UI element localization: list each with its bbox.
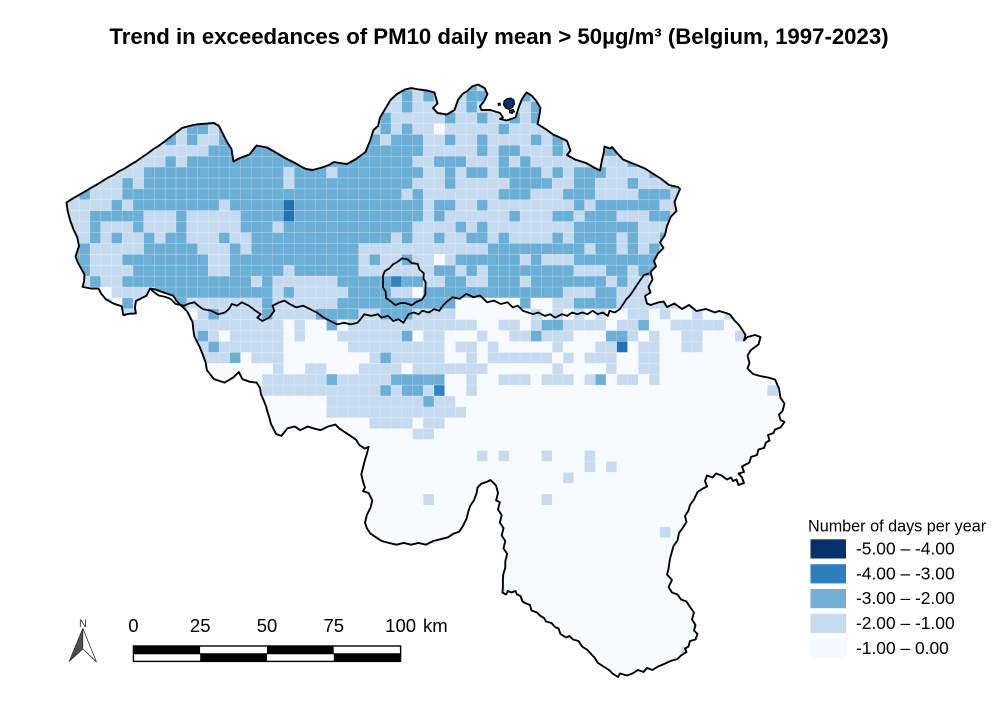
svg-text:Number of days per year: Number of days per year: [808, 518, 987, 536]
svg-text:Trend in exceedances of PM10 d: Trend in exceedances of PM10 daily mean …: [109, 24, 888, 49]
svg-text:50: 50: [257, 615, 278, 636]
svg-text:-4.00 – -3.00: -4.00 – -3.00: [856, 563, 955, 583]
svg-text:km: km: [423, 615, 448, 636]
svg-text:75: 75: [324, 615, 345, 636]
svg-text:-2.00 – -1.00: -2.00 – -1.00: [856, 613, 955, 633]
svg-text:-5.00 – -4.00: -5.00 – -4.00: [856, 539, 955, 559]
svg-text:0: 0: [128, 615, 138, 636]
svg-text:25: 25: [190, 615, 211, 636]
svg-text:-1.00 – 0.00: -1.00 – 0.00: [856, 638, 949, 658]
svg-text:100: 100: [385, 615, 416, 636]
svg-text:-3.00 – -2.00: -3.00 – -2.00: [856, 588, 955, 608]
svg-text:N: N: [79, 618, 87, 630]
